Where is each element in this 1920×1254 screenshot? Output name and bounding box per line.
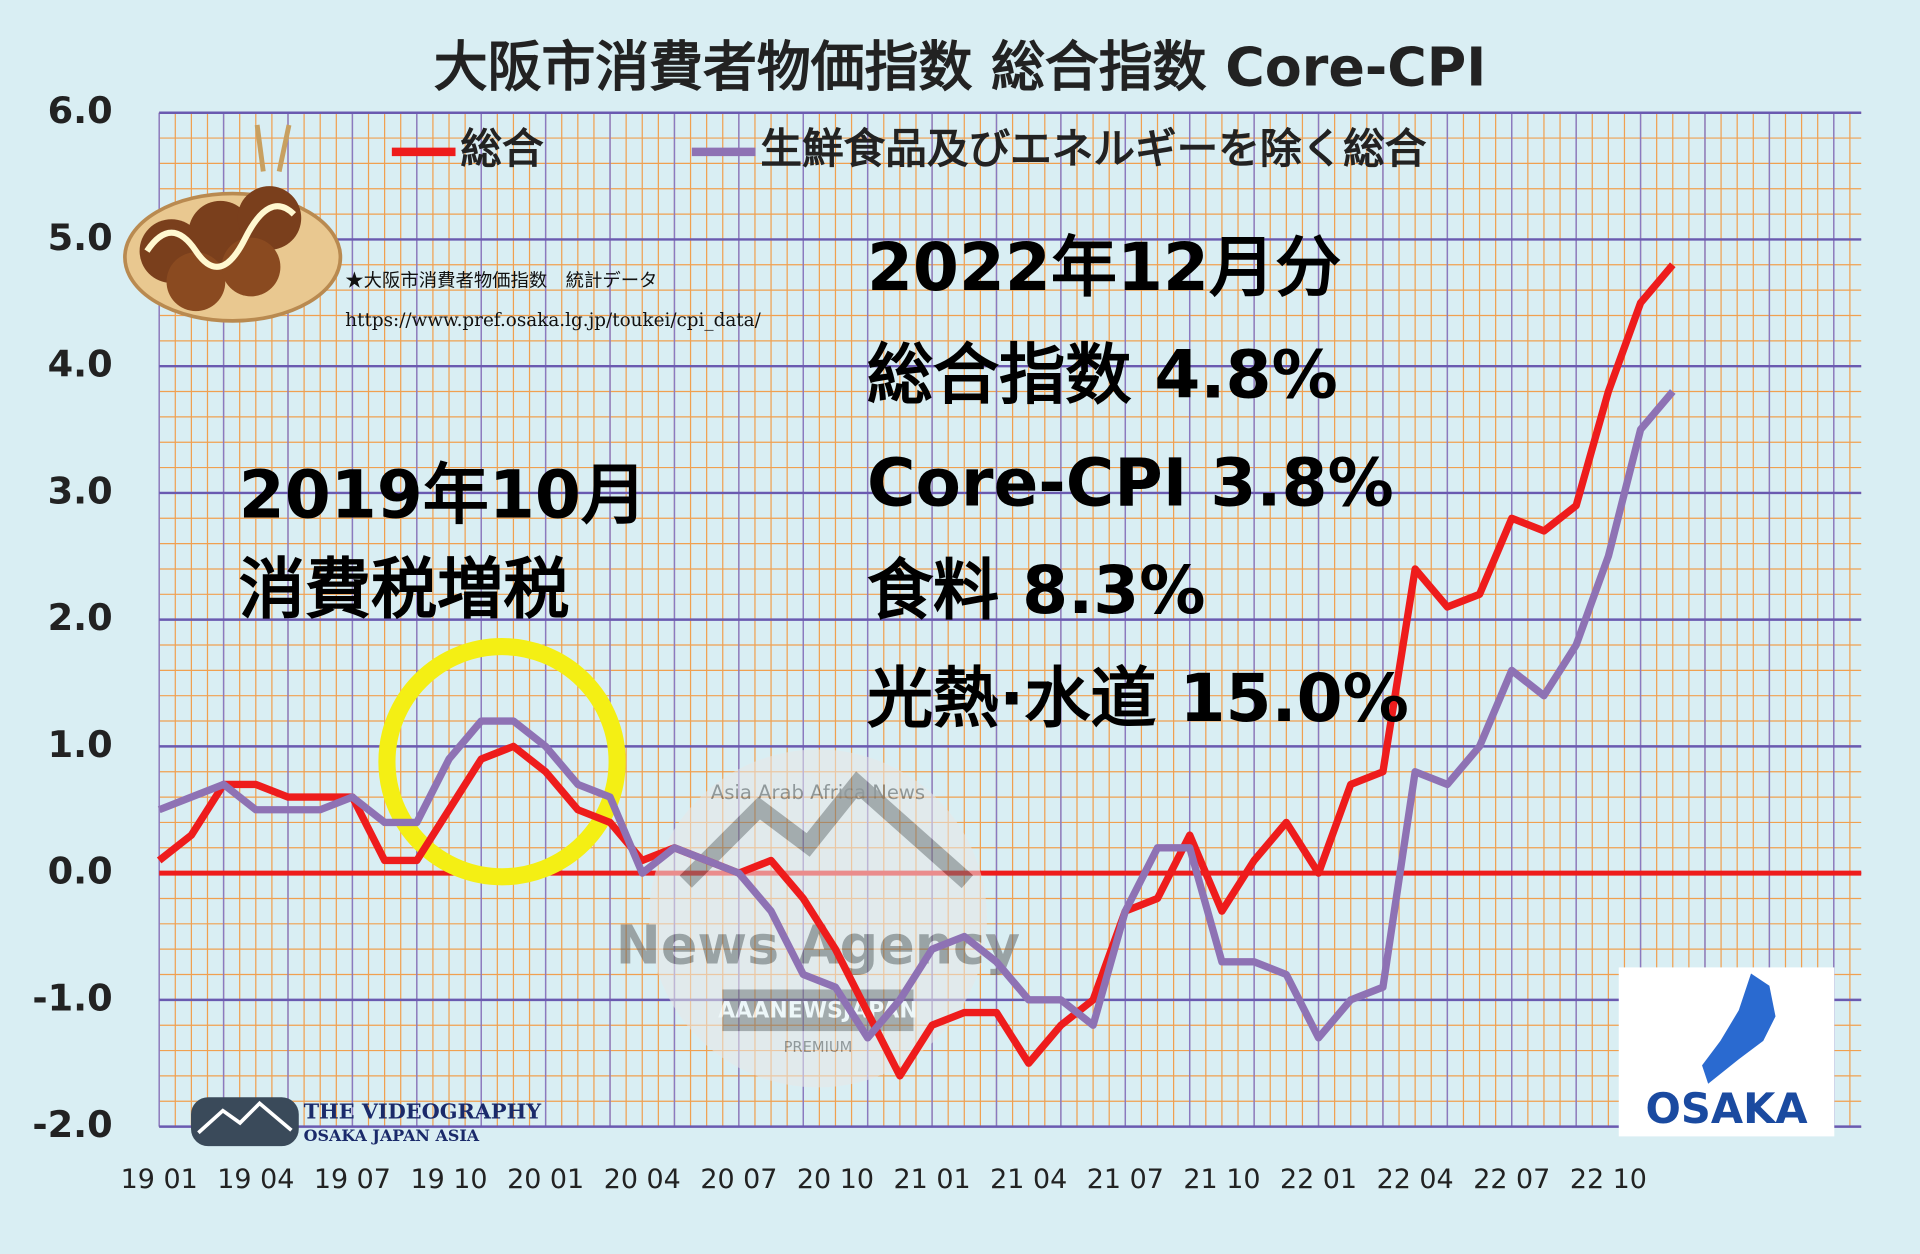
x-tick-label: 22 04: [1377, 1164, 1454, 1195]
x-tick-label: 20 10: [797, 1164, 874, 1195]
x-tick-label: 22 10: [1570, 1164, 1647, 1195]
x-tick-label: 20 01: [507, 1164, 584, 1195]
logo-text: OSAKA JAPAN ASIA: [304, 1126, 480, 1145]
annotation: Core-CPI 3.8%: [867, 444, 1394, 521]
x-tick-label: 21 01: [894, 1164, 971, 1195]
annotation: 総合指数 4.8%: [867, 337, 1338, 414]
logo-text: OSAKA: [1645, 1084, 1808, 1133]
x-tick-label: 19 04: [217, 1164, 294, 1195]
x-tick-label: 21 07: [1087, 1164, 1164, 1195]
stick: [276, 124, 292, 172]
annotation: 2022年12月分: [867, 229, 1341, 306]
source-text: ★大阪市消費者物価指数 統計データ: [345, 271, 657, 292]
annotation: 2019年10月: [239, 457, 647, 534]
series-line: [157, 389, 1676, 1042]
x-tick-label: 22 07: [1473, 1164, 1550, 1195]
legend-label: 総合: [460, 124, 544, 173]
ball: [166, 252, 226, 312]
annotations: ★大阪市消費者物価指数 統計データ https://www.pref.osaka…: [239, 229, 1409, 737]
x-tick-label: 21 10: [1183, 1164, 1260, 1195]
y-tick-label: 1.0: [48, 723, 113, 766]
highlight-circle: [378, 638, 626, 886]
stick: [254, 124, 266, 172]
watermark-text: Asia Arab Africa News: [711, 781, 925, 804]
y-tick-label: 6.0: [48, 89, 113, 132]
y-tick-label: 2.0: [48, 596, 113, 639]
ball: [237, 186, 302, 250]
x-tick-label: 22 01: [1280, 1164, 1357, 1195]
y-tick-label: 3.0: [48, 469, 113, 512]
source-url: https://www.pref.osaka.lg.jp/toukei/cpi_…: [345, 310, 761, 331]
y-tick-label: -1.0: [32, 976, 112, 1019]
chart-title: 大阪市消費者物価指数 総合指数 Core-CPI: [434, 36, 1487, 99]
mayo: [144, 203, 297, 270]
x-tick-label: 19 01: [121, 1164, 198, 1195]
y-tick-label: 5.0: [48, 216, 113, 259]
watermark-text: PREMIUM: [784, 1039, 853, 1056]
plot: [156, 262, 1676, 1080]
annotation: 光熱·水道 15.0%: [867, 660, 1409, 737]
y-tick-label: -2.0: [32, 1103, 112, 1146]
logo-mountain: [197, 1100, 293, 1135]
x-tick-label: 20 07: [700, 1164, 777, 1195]
series-line: [156, 262, 1676, 1080]
x-tick-label: 21 04: [990, 1164, 1067, 1195]
videography-logo: THE VIDEOGRAPHY OSAKA JAPAN ASIA: [191, 1097, 543, 1147]
x-tick-label: 19 07: [314, 1164, 391, 1195]
y-tick-label: 0.0: [48, 850, 113, 893]
logo-badge: [191, 1097, 299, 1147]
takoyaki-icon: [123, 124, 343, 323]
watermark-mountain: [679, 771, 974, 889]
osaka-logo: OSAKA: [1618, 967, 1835, 1137]
annotation: 消費税増税: [239, 551, 570, 628]
y-tick-label: 4.0: [48, 343, 113, 386]
ball: [221, 237, 281, 297]
annotation: 食料 8.3%: [867, 552, 1206, 629]
x-tick-label: 20 04: [604, 1164, 681, 1195]
logo-text: THE VIDEOGRAPHY: [304, 1099, 543, 1124]
osaka-map: [1702, 973, 1776, 1084]
x-tick-label: 19 10: [410, 1164, 487, 1195]
grid: -2.0 -1.0 0.0 1.0 2.0 3.0 4.0 5.0 6.0 19 01 19 04 1…: [32, 89, 1862, 1195]
legend-label: 生鮮食品及びエネルギーを除く総合: [760, 124, 1426, 173]
